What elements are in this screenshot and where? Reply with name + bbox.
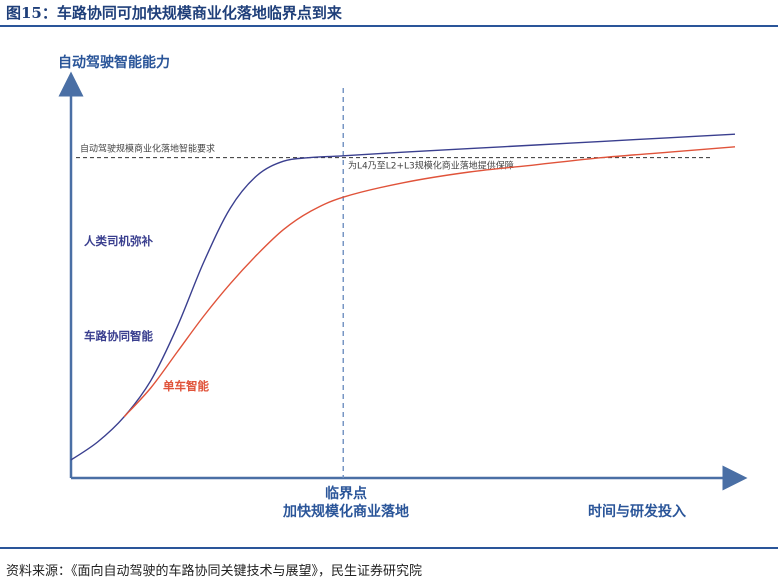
footer-divider xyxy=(0,547,778,549)
annotation-single-vehicle: 单车智能 xyxy=(163,379,209,393)
annotation-vehicle-road: 车路协同智能 xyxy=(84,329,153,343)
critical-point-label: 临界点 xyxy=(325,485,367,502)
figure-title: 图15：车路协同可加快规模商业化落地临界点到来 xyxy=(6,4,342,22)
threshold-label: 自动驾驶规模商业化落地智能要求 xyxy=(80,143,215,155)
annotation-human-driver: 人类司机弥补 xyxy=(84,234,153,248)
x-axis-label: 时间与研发投入 xyxy=(588,503,686,520)
series-line-vehicle-road xyxy=(70,133,736,461)
series-line-single-vehicle xyxy=(123,146,736,418)
guarantee-note: 为L4乃至L2+L3规模化商业落地提供保障 xyxy=(348,160,514,172)
source-note: 资料来源：《面向自动驾驶的车路协同关键技术与展望》，民生证券研究院 xyxy=(6,564,423,579)
critical-point-sublabel: 加快规模化商业落地 xyxy=(282,503,409,520)
title-divider xyxy=(0,25,778,27)
y-axis-label: 自动驾驶智能能力 xyxy=(58,54,170,71)
